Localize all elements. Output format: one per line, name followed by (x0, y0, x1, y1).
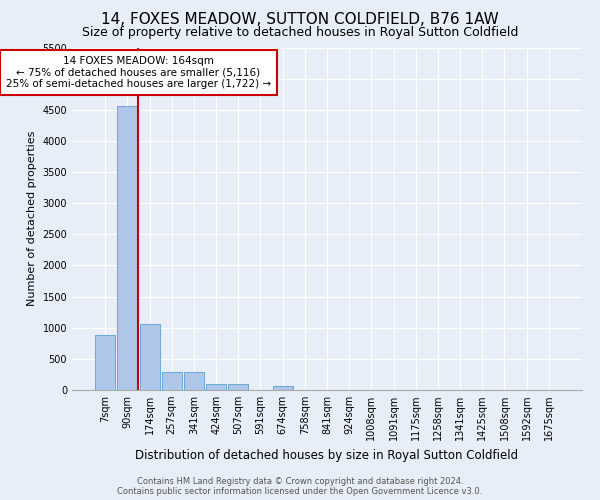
Text: 14, FOXES MEADOW, SUTTON COLDFIELD, B76 1AW: 14, FOXES MEADOW, SUTTON COLDFIELD, B76 … (101, 12, 499, 28)
Text: Contains HM Land Registry data © Crown copyright and database right 2024.
Contai: Contains HM Land Registry data © Crown c… (118, 476, 482, 496)
Bar (140, 324, 160, 390)
Bar (228, 384, 248, 390)
Y-axis label: Number of detached properties: Number of detached properties (27, 131, 37, 306)
Bar (184, 372, 204, 390)
Bar (272, 386, 293, 390)
Bar (118, 106, 137, 390)
Bar (206, 384, 226, 390)
Bar (162, 372, 182, 390)
Bar (95, 335, 115, 390)
Text: Size of property relative to detached houses in Royal Sutton Coldfield: Size of property relative to detached ho… (82, 26, 518, 39)
X-axis label: Distribution of detached houses by size in Royal Sutton Coldfield: Distribution of detached houses by size … (136, 448, 518, 462)
Text: 14 FOXES MEADOW: 164sqm
← 75% of detached houses are smaller (5,116)
25% of semi: 14 FOXES MEADOW: 164sqm ← 75% of detache… (6, 56, 271, 89)
